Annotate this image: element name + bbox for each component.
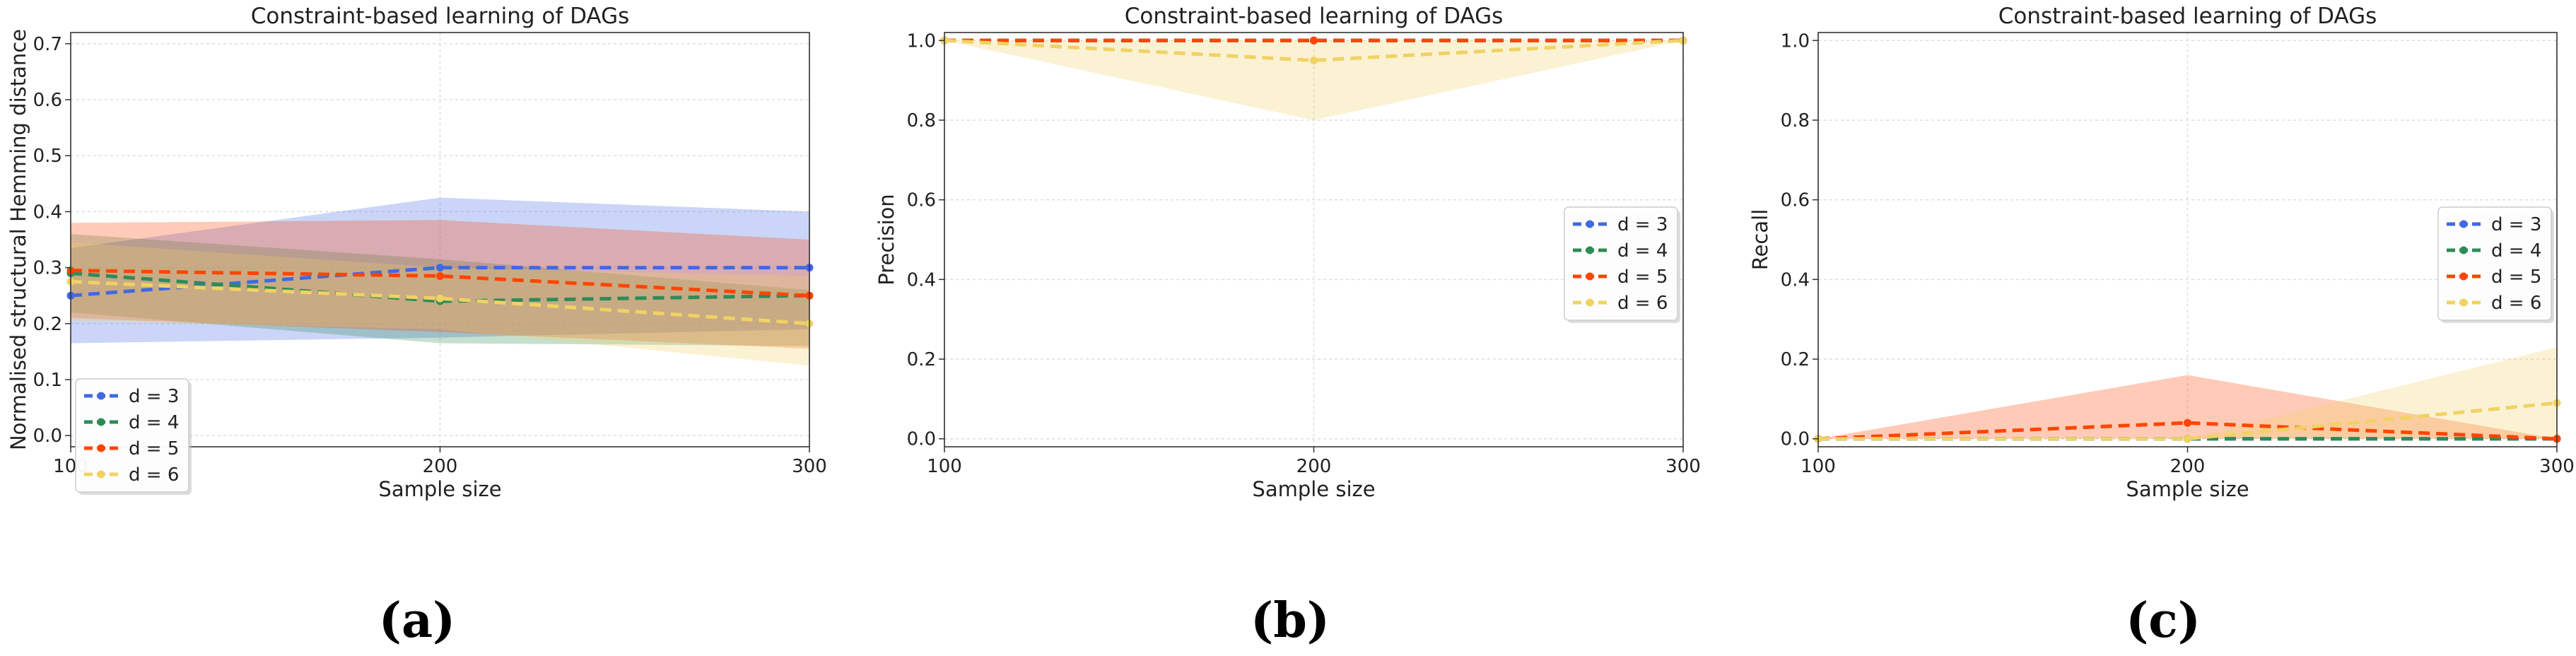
legend-marker [1586, 272, 1594, 281]
y-axis-label: Recall [1748, 209, 1772, 271]
legend-label: d = 4 [1617, 240, 1668, 262]
legend-marker [2459, 220, 2468, 228]
y-tick-label: 0.8 [1781, 110, 1810, 131]
confidence-band [944, 40, 1683, 120]
x-tick-label: 300 [1665, 456, 1701, 477]
x-tick-label: 100 [1801, 456, 1836, 477]
x-tick-label: 200 [423, 456, 458, 477]
x-tick-label: 200 [1296, 456, 1332, 477]
y-tick-label: 0.0 [33, 426, 62, 447]
legend-label: d = 5 [129, 438, 179, 459]
legend-label: d = 3 [2491, 214, 2541, 235]
y-tick-label: 0.8 [907, 110, 936, 131]
data-point [436, 264, 444, 272]
x-tick-label: 100 [927, 456, 962, 477]
legend-marker [1586, 298, 1594, 307]
y-axis-label: Normalised structural Hemming distance [6, 29, 30, 450]
legend-marker [97, 470, 105, 479]
y-tick-label: 0.2 [33, 314, 62, 335]
confidence-band [71, 234, 809, 346]
legend-label: d = 3 [129, 386, 179, 407]
y-tick-label: 0.4 [33, 201, 62, 223]
data-point [436, 294, 444, 303]
y-tick-label: 0.2 [907, 349, 936, 370]
y-tick-label: 0.0 [1781, 429, 1810, 450]
legend-label: d = 3 [1617, 214, 1668, 235]
legend-marker [2459, 246, 2468, 254]
panel-b: 0.0 0.2 0.4 0.6 0.8 1.0 100 200 300 Constraint-ba… [874, 4, 1701, 501]
y-tick-label: 0.6 [1781, 190, 1810, 211]
caption-c: (c) [2126, 592, 2201, 649]
legend-marker [2459, 298, 2468, 307]
legend-label: d = 5 [1617, 266, 1668, 288]
data-point [2184, 418, 2191, 427]
confidence-band [1818, 375, 2557, 439]
data-point [1310, 56, 1318, 64]
y-tick-label: 0.1 [33, 370, 62, 391]
data-point [1310, 36, 1318, 45]
y-tick-label: 0.5 [33, 146, 62, 167]
legend-label: d = 4 [129, 412, 179, 433]
confidence-band [1818, 347, 2557, 439]
legend-label: d = 6 [129, 464, 179, 486]
legend-label: d = 6 [2491, 293, 2541, 314]
y-axis-label: Precision [874, 194, 898, 285]
y-tick-label: 0.0 [907, 429, 936, 450]
chart-title: Constraint-based learning of DAGs [1998, 4, 2377, 29]
legend-marker [1586, 246, 1594, 254]
y-tick-label: 0.4 [907, 269, 936, 291]
y-tick-label: 1.0 [1781, 30, 1810, 52]
legend-label: d = 4 [2491, 240, 2541, 262]
y-tick-label: 0.3 [33, 258, 62, 279]
data-point [436, 271, 444, 280]
legend-label: d = 5 [2491, 266, 2541, 288]
panel-c: 0.0 0.2 0.4 0.6 0.8 1.0 100 200 300 Constraint-ba… [1748, 4, 2575, 501]
legend-marker [97, 444, 105, 452]
x-axis-label: Sample size [1252, 477, 1375, 501]
legend-marker [2459, 272, 2468, 281]
chart-title: Constraint-based learning of DAGs [251, 4, 630, 29]
legend-marker [97, 418, 105, 426]
legend-marker [97, 392, 105, 400]
caption-a: (a) [378, 592, 456, 649]
legend-box [1564, 206, 1678, 321]
x-tick-label: 300 [792, 456, 827, 477]
y-tick-label: 0.6 [907, 190, 936, 211]
confidence-band [71, 220, 809, 349]
legend-box [75, 378, 189, 493]
chart-title: Constraint-based learning of DAGs [1125, 4, 1504, 29]
y-tick-label: 0.7 [33, 34, 62, 55]
legend-marker [1586, 220, 1594, 228]
y-tick-label: 0.4 [1781, 269, 1810, 291]
y-tick-label: 0.6 [33, 90, 62, 111]
y-tick-label: 1.0 [907, 30, 936, 52]
legend-label: d = 6 [1617, 293, 1668, 314]
y-tick-label: 0.2 [1781, 349, 1810, 370]
caption-b: (b) [1251, 592, 1330, 649]
x-tick-label: 200 [2170, 456, 2206, 477]
x-axis-label: Sample size [2126, 477, 2249, 501]
data-point [2184, 435, 2191, 443]
x-axis-label: Sample size [378, 477, 501, 501]
x-tick-label: 300 [2539, 456, 2575, 477]
legend-box [2437, 206, 2552, 321]
